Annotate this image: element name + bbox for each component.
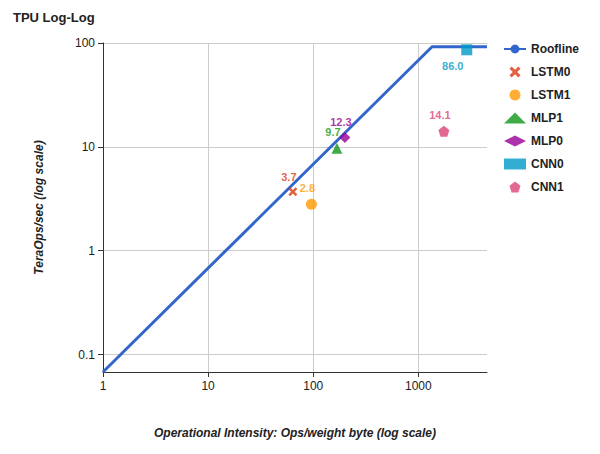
svg-text:0.1: 0.1	[78, 348, 95, 362]
svg-text:MLP1: MLP1	[531, 111, 563, 125]
svg-text:9.7: 9.7	[325, 126, 340, 138]
svg-text:100: 100	[303, 379, 323, 393]
svg-text:14.1: 14.1	[429, 109, 450, 121]
svg-text:3.7: 3.7	[281, 171, 296, 183]
svg-text:10: 10	[82, 140, 96, 154]
svg-text:12.3: 12.3	[330, 116, 351, 128]
svg-text:LSTM1: LSTM1	[531, 88, 571, 102]
svg-text:100: 100	[75, 36, 95, 50]
svg-text:CNN0: CNN0	[531, 157, 564, 171]
svg-text:TeraOps/sec (log scale): TeraOps/sec (log scale)	[32, 140, 46, 274]
svg-text:1: 1	[88, 244, 95, 258]
svg-text:LSTM0: LSTM0	[531, 65, 571, 79]
svg-text:Operational Intensity: Ops/wei: Operational Intensity: Ops/weight byte (…	[154, 426, 436, 440]
svg-text:86.0: 86.0	[442, 60, 463, 72]
svg-text:TPU Log-Log: TPU Log-Log	[13, 10, 95, 25]
svg-text:MLP0: MLP0	[531, 134, 563, 148]
svg-text:10: 10	[201, 379, 215, 393]
svg-text:1000: 1000	[405, 379, 432, 393]
svg-text:CNN1: CNN1	[531, 180, 564, 194]
svg-text:2.8: 2.8	[300, 182, 315, 194]
svg-text:Roofline: Roofline	[531, 42, 579, 56]
svg-text:1: 1	[100, 379, 107, 393]
